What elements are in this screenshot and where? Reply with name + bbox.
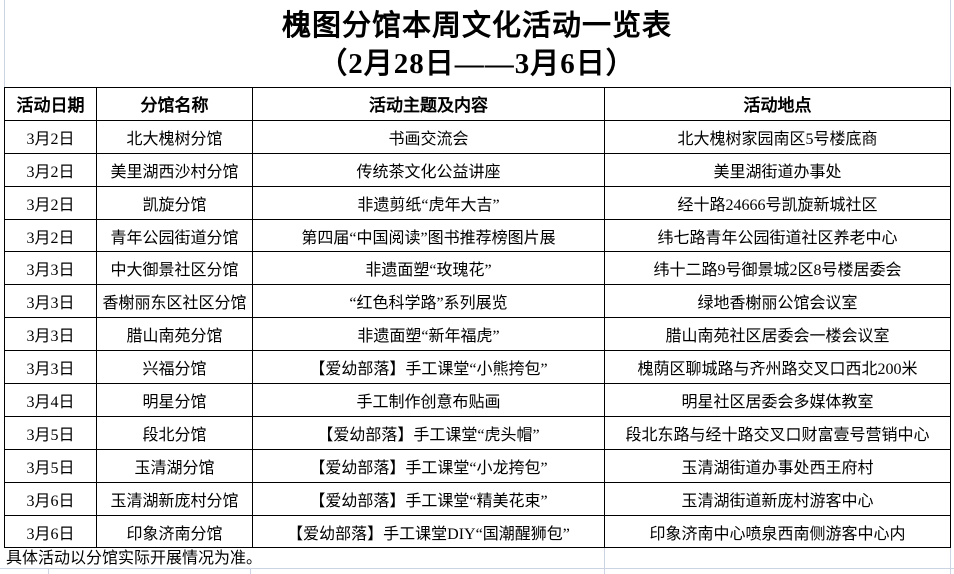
cell-location: 纬十二路9号御景城2区8号楼居委会 [604,251,951,286]
cell-branch: 腊山南苑分馆 [96,317,253,352]
table-row: 3月6日 印象济南分馆 【爱幼部落】手工课堂DIY“国潮醒狮包” 印象济南中心喷… [4,514,951,549]
column-header-date: 活动日期 [4,87,97,121]
cell-location: 经十路24666号凯旋新城社区 [604,185,951,220]
gridline-left [4,0,5,88]
cell-date: 3月5日 [4,448,97,483]
cell-location: 美里湖街道办事处 [604,152,951,187]
cell-location: 绿地香榭丽公馆会议室 [604,284,951,319]
cell-branch: 印象济南分馆 [96,514,253,549]
cell-branch: 明星分馆 [96,383,253,417]
cell-branch: 中大御景社区分馆 [96,251,253,286]
cell-branch: 段北分馆 [96,415,253,450]
column-header-location: 活动地点 [604,87,951,121]
cell-branch: 凯旋分馆 [96,185,253,220]
footnote: 具体活动以分馆实际开展情况为准。 [6,550,263,567]
cell-theme: 非遗剪纸“虎年大吉” [252,185,605,220]
cell-date: 3月2日 [4,152,97,187]
gridline-bottom [0,568,954,569]
cell-theme: 第四届“中国阅读”图书推荐榜图片展 [252,218,605,253]
table-row: 3月4日 明星分馆 手工制作创意布贴画 明星社区居委会多媒体教室 [4,383,951,417]
cell-theme: 【爱幼部落】手工课堂“小龙挎包” [252,448,605,483]
cell-date: 3月6日 [4,481,97,516]
gridline-column-stub [604,548,605,574]
cell-date: 3月3日 [4,251,97,286]
header-row: 活动日期 分馆名称 活动主题及内容 活动地点 [4,87,951,121]
cell-branch: 美里湖西沙村分馆 [96,152,253,187]
title-line-1: 槐图分馆本周文化活动一览表 [281,10,672,42]
cell-theme: 书画交流会 [252,119,605,154]
cell-location: 印象济南中心喷泉西南侧游客中心内 [604,514,951,549]
table-row: 3月5日 玉清湖分馆 【爱幼部落】手工课堂“小龙挎包” 玉清湖街道办事处西王府村 [4,448,951,483]
cell-date: 3月2日 [4,185,97,220]
table-row: 3月3日 兴福分馆 【爱幼部落】手工课堂“小熊挎包” 槐荫区聊城路与齐州路交叉口… [4,350,951,385]
cell-location: 段北东路与经十路交叉口财富壹号营销中心 [604,415,951,450]
column-header-branch: 分馆名称 [96,87,253,121]
cell-date: 3月5日 [4,415,97,450]
cell-location: 明星社区居委会多媒体教室 [604,383,951,417]
cell-location: 玉清湖街道新庞村游客中心 [604,481,951,516]
cell-date: 3月3日 [4,284,97,319]
cell-location: 腊山南苑社区居委会一楼会议室 [604,317,951,352]
cell-location: 玉清湖街道办事处西王府村 [604,448,951,483]
cell-date: 3月3日 [4,350,97,385]
cell-theme: 手工制作创意布贴画 [252,383,605,417]
column-header-theme: 活动主题及内容 [252,87,605,121]
cell-date: 3月2日 [4,119,97,154]
cell-theme: 【爱幼部落】手工课堂“精美花束” [252,481,605,516]
table-row: 3月2日 美里湖西沙村分馆 传统茶文化公益讲座 美里湖街道办事处 [4,152,951,187]
cell-theme: 【爱幼部落】手工课堂“小熊挎包” [252,350,605,385]
table-row: 3月2日 青年公园街道分馆 第四届“中国阅读”图书推荐榜图片展 纬七路青年公园街… [4,218,951,253]
cell-date: 3月6日 [4,514,97,549]
cell-branch: 玉清湖分馆 [96,448,253,483]
document-title: 槐图分馆本周文化活动一览表 （2月28日——3月6日） [0,0,954,83]
cell-date: 3月2日 [4,218,97,253]
title-line-2: （2月28日——3月6日） [318,48,636,80]
cell-location: 纬七路青年公园街道社区养老中心 [604,218,951,253]
cell-location: 北大槐树家园南区5号楼底商 [604,119,951,154]
table-row: 3月3日 中大御景社区分馆 非遗面塑“玫瑰花” 纬十二路9号御景城2区8号楼居委… [4,251,951,286]
cell-date: 3月3日 [4,317,97,352]
table-row: 3月5日 段北分馆 【爱幼部落】手工课堂“虎头帽” 段北东路与经十路交叉口财富壹… [4,415,951,450]
cell-theme: 【爱幼部落】手工课堂DIY“国潮醒狮包” [252,514,605,549]
cell-theme: 非遗面塑“新年福虎” [252,317,605,352]
cell-theme: 非遗面塑“玫瑰花” [252,251,605,286]
table-row: 3月3日 腊山南苑分馆 非遗面塑“新年福虎” 腊山南苑社区居委会一楼会议室 [4,317,951,352]
gridline-column-stub [250,568,251,574]
cell-theme: 【爱幼部落】手工课堂“虎头帽” [252,415,605,450]
cell-branch: 兴福分馆 [96,350,253,385]
cell-branch: 北大槐树分馆 [96,119,253,154]
cell-theme: “红色科学路”系列展览 [252,284,605,319]
cell-branch: 玉清湖新庞村分馆 [96,481,253,516]
gridline-right [950,0,951,574]
cell-location: 槐荫区聊城路与齐州路交叉口西北200米 [604,350,951,385]
cell-branch: 青年公园街道分馆 [96,218,253,253]
table-row: 3月3日 香榭丽东区社区分馆 “红色科学路”系列展览 绿地香榭丽公馆会议室 [4,284,951,319]
table-row: 3月2日 凯旋分馆 非遗剪纸“虎年大吉” 经十路24666号凯旋新城社区 [4,185,951,220]
table-row: 3月6日 玉清湖新庞村分馆 【爱幼部落】手工课堂“精美花束” 玉清湖街道新庞村游… [4,481,951,516]
table-body: 3月2日 北大槐树分馆 书画交流会 北大槐树家园南区5号楼底商 3月2日 美里湖… [4,119,951,549]
cell-branch: 香榭丽东区社区分馆 [96,284,253,319]
activities-table: 活动日期 分馆名称 活动主题及内容 活动地点 3月2日 北大槐树分馆 书画交流会… [4,87,951,549]
gridline-column-stub [48,568,49,574]
cell-date: 3月4日 [4,383,97,417]
table-row: 3月2日 北大槐树分馆 书画交流会 北大槐树家园南区5号楼底商 [4,119,951,154]
cell-theme: 传统茶文化公益讲座 [252,152,605,187]
